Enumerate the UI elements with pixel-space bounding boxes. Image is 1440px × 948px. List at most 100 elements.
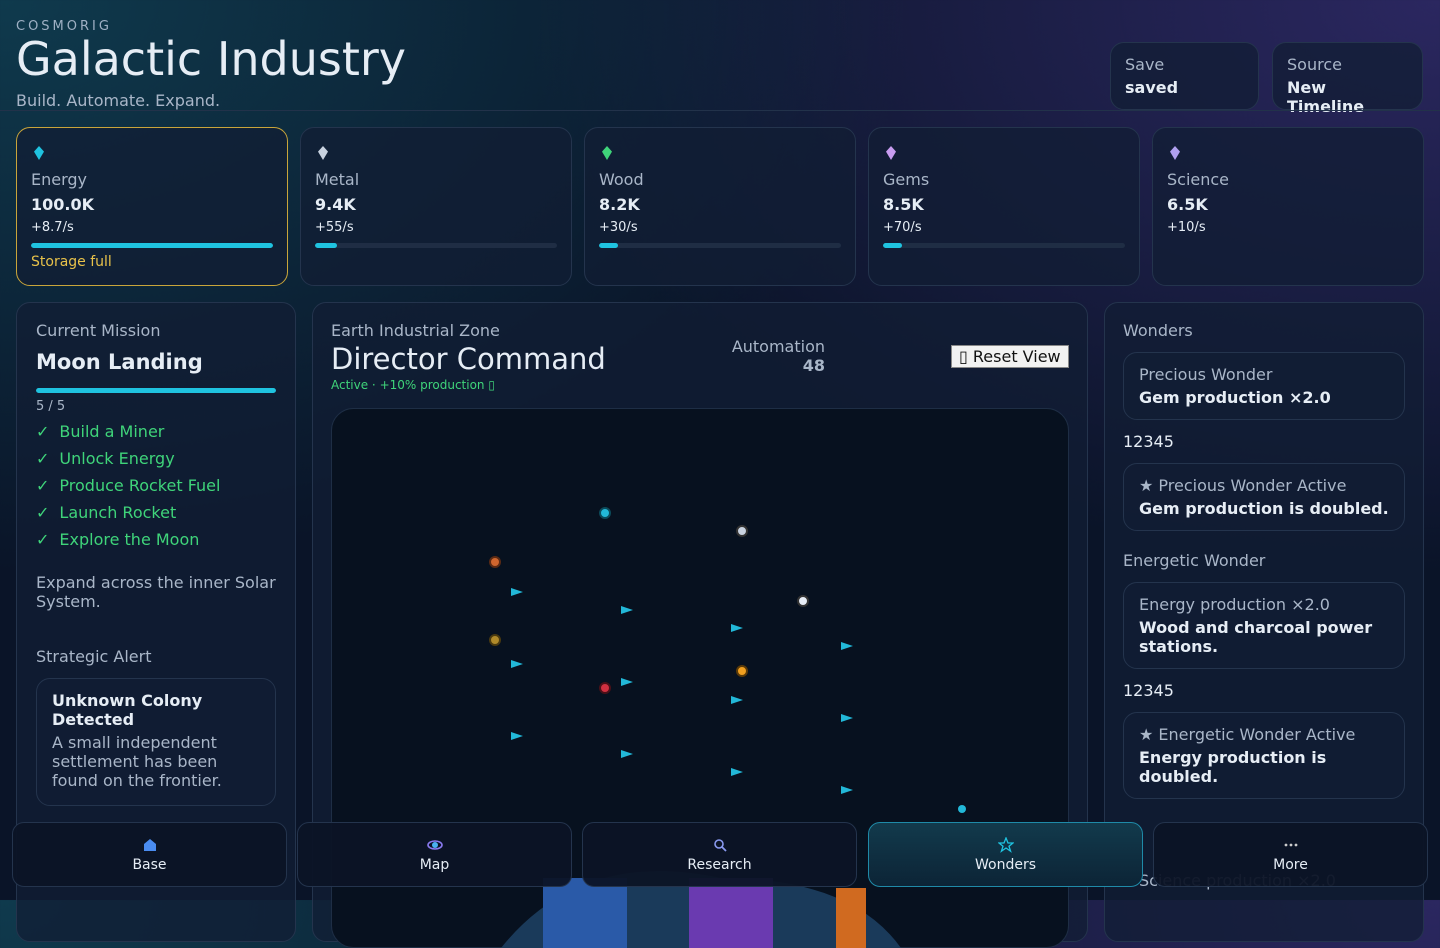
active-title: ★ Energetic Wonder Active	[1139, 725, 1356, 744]
resource-card[interactable]: Gems 8.5K +70/s	[868, 127, 1140, 286]
brand: COSMORIG	[16, 19, 112, 34]
nav-icon	[997, 837, 1014, 853]
task-check: ✓	[36, 449, 50, 468]
automation-value: 48	[802, 356, 825, 375]
resource-name: Gems	[883, 170, 930, 189]
resource-icon	[602, 146, 612, 160]
progress-track	[315, 243, 557, 248]
wonder-active-card: ★ Energetic Wonder Active Energy product…	[1123, 712, 1405, 799]
nav-icon	[713, 839, 727, 852]
wonder-card-text: Wood and charcoal power stations.	[1139, 618, 1373, 656]
wonder-number: 12345	[1123, 432, 1174, 451]
progress-track	[599, 243, 841, 248]
resource-icon	[34, 146, 44, 160]
app-title: Galactic Industry	[16, 32, 407, 86]
save-label: Save	[1125, 55, 1165, 74]
resource-amount: 6.5K	[1167, 195, 1208, 214]
save-value: saved	[1125, 78, 1179, 97]
nav-label: Base	[132, 857, 167, 873]
nav-label: Wonders	[974, 857, 1036, 873]
active-title: ★ Precious Wonder Active	[1139, 476, 1347, 495]
resource-rate: +55/s	[315, 220, 354, 235]
nav-button[interactable]: Research	[582, 822, 857, 887]
task-text: Explore the Moon	[59, 530, 200, 549]
source-value: New Timeline	[1287, 78, 1365, 116]
status-text: Active · +10% production	[331, 378, 485, 392]
progress-track	[883, 243, 1125, 248]
resource-amount: 9.4K	[315, 195, 356, 214]
resource-card[interactable]: Science 6.5K +10/s	[1152, 127, 1424, 286]
nav-label: More	[1273, 857, 1308, 873]
command-status: Active · +10% production ▯	[331, 378, 495, 392]
reset-view-button[interactable]: ▯ Reset View	[951, 345, 1069, 368]
task-list: ✓ Build a Miner ✓ Unlock Energy ✓ Produce Roc…	[36, 418, 276, 553]
alert-label: Strategic Alert	[36, 647, 152, 666]
progress-fill	[599, 243, 619, 248]
resource-amount: 100.0K	[31, 195, 95, 214]
nav-button[interactable]: Base	[12, 822, 287, 887]
wonder-card[interactable]: Precious Wonder Gem production ×2.0	[1123, 352, 1405, 420]
zone-name: Earth Industrial Zone	[331, 321, 500, 340]
mission-label: Current Mission	[36, 321, 161, 340]
resource-card[interactable]: Wood 8.2K +30/s	[584, 127, 856, 286]
wonder-card-title: Energy production ×2.0	[1139, 595, 1330, 614]
resource-icon	[318, 146, 328, 160]
resource-name: Energy	[31, 170, 88, 189]
nav-icon	[426, 840, 443, 850]
wonder-card-text: Gem production ×2.0	[1139, 388, 1331, 407]
task-check: ✓	[36, 476, 50, 495]
wonder-card[interactable]: Energy production ×2.0 Wood and charcoal…	[1123, 582, 1405, 669]
wonder-section: Energetic Wonder	[1123, 551, 1266, 570]
nav-button[interactable]: Map	[297, 822, 572, 887]
wonder-active-card: ★ Precious Wonder Active Gem production …	[1123, 463, 1405, 531]
source-label: Source	[1287, 55, 1342, 74]
active-text: Gem production is doubled.	[1139, 499, 1389, 518]
task-check: ✓	[36, 530, 50, 549]
progress-track	[31, 243, 273, 248]
active-text: Energy production is doubled.	[1139, 748, 1327, 786]
alert-card[interactable]: Unknown Colony Detected A small independ…	[36, 678, 276, 806]
wonders-title: Wonders	[1123, 321, 1193, 340]
resource-icon	[1170, 146, 1180, 160]
task-text: Build a Miner	[59, 422, 165, 441]
resource-rate: +70/s	[883, 220, 922, 235]
resource-icon	[886, 146, 896, 160]
mission-description: Expand across the inner Solar System.	[36, 573, 276, 611]
resource-amount: 8.2K	[599, 195, 640, 214]
mission-progress	[36, 388, 276, 393]
task-text: Launch Rocket	[59, 503, 177, 522]
task: ✓ Produce Rocket Fuel	[36, 472, 276, 499]
wonder-number: 12345	[1123, 681, 1174, 700]
wonder-card-title: Precious Wonder	[1139, 365, 1273, 384]
progress-fill	[883, 243, 903, 248]
alert-text: A small independent settlement has been …	[52, 733, 222, 790]
nav-button[interactable]: Wonders	[868, 822, 1143, 887]
header-divider	[0, 110, 1440, 111]
task: ✓ Unlock Energy	[36, 445, 276, 472]
task: ✓ Build a Miner	[36, 418, 276, 445]
reset-label: Reset View	[972, 347, 1061, 366]
resource-name: Metal	[315, 170, 360, 189]
progress-fill	[315, 243, 337, 248]
nav-button[interactable]: More	[1153, 822, 1428, 887]
resource-amount: 8.5K	[883, 195, 924, 214]
nav-icon	[143, 839, 156, 851]
task-text: Produce Rocket Fuel	[59, 476, 221, 495]
resource-note: Storage full	[31, 254, 112, 270]
nav-label: Research	[687, 857, 752, 873]
resource-rate: +10/s	[1167, 220, 1206, 235]
task: ✓ Launch Rocket	[36, 499, 276, 526]
save-status[interactable]: Save saved	[1110, 42, 1259, 110]
resource-rate: +30/s	[599, 220, 638, 235]
task-check: ✓	[36, 422, 50, 441]
resource-card[interactable]: Metal 9.4K +55/s	[300, 127, 572, 286]
alert-title: Unknown Colony Detected	[52, 691, 203, 729]
automation: Automation 48	[731, 337, 825, 375]
resource-card[interactable]: Energy 100.0K +8.7/s Storage full	[16, 127, 288, 286]
nav-icon	[1284, 843, 1297, 847]
command-title: Director Command	[331, 342, 606, 376]
resource-name: Wood	[599, 170, 644, 189]
source-status[interactable]: Source New Timeline	[1272, 42, 1423, 116]
task: ✓ Explore the Moon	[36, 526, 276, 553]
